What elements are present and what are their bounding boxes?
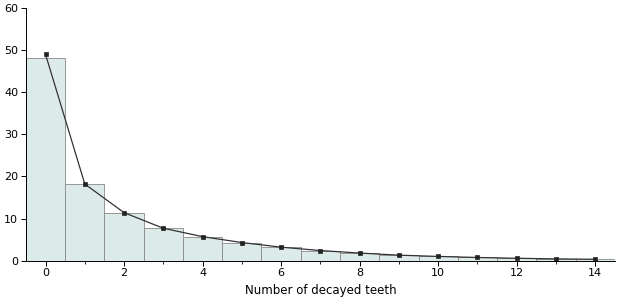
Bar	[340, 253, 379, 261]
Bar	[222, 243, 261, 261]
Bar	[301, 250, 340, 261]
Bar	[418, 256, 458, 261]
Bar	[105, 213, 144, 261]
Bar	[497, 258, 536, 261]
Bar	[26, 58, 65, 261]
Bar	[144, 228, 183, 261]
Bar	[261, 247, 301, 261]
Bar	[458, 257, 497, 261]
Bar	[379, 255, 418, 261]
X-axis label: Number of decayed teeth: Number of decayed teeth	[245, 284, 396, 297]
Bar	[183, 237, 222, 261]
Bar	[65, 184, 105, 261]
Bar	[576, 259, 615, 261]
Bar	[536, 259, 576, 261]
